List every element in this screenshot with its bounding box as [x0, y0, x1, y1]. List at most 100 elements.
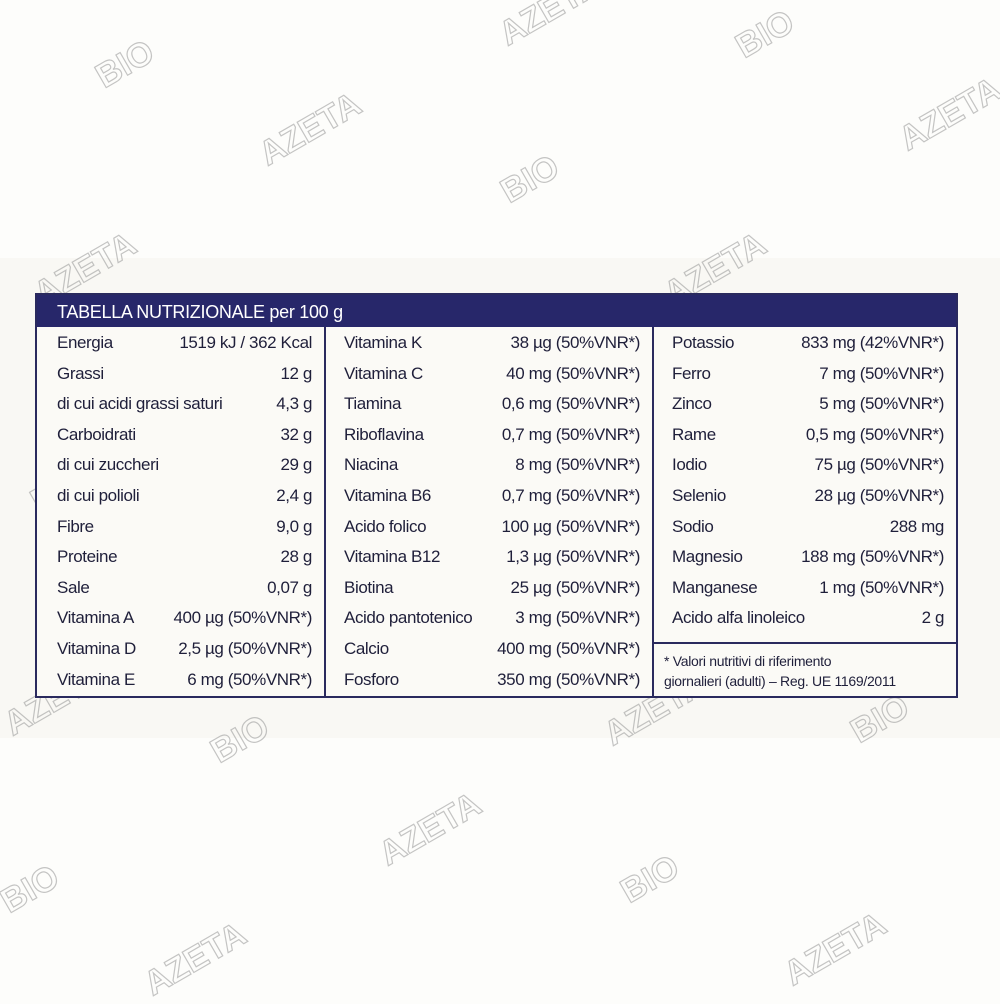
nutrient-row: Vitamina E 6 mg (50%VNR*): [57, 665, 312, 695]
nutrient-name: di cui polioli: [57, 486, 140, 505]
nutrient-name: Niacina: [344, 455, 398, 475]
nutrient-name: Vitamina B12: [344, 547, 441, 567]
footnote: * Valori nutritivi di riferimento giorna…: [652, 642, 956, 696]
nutrient-name: Vitamina E: [57, 669, 135, 689]
nutrient-value: 0,7 mg (50%VNR*): [501, 486, 641, 505]
nutrient-row: Biotina 25 µg (50%VNR*): [344, 573, 640, 603]
nutrient-value: 8 mg (50%VNR*): [515, 455, 640, 475]
nutrient-name: Vitamina A: [57, 608, 134, 628]
nutrient-row: Riboflavina 0,7 mg (50%VNR*): [344, 420, 640, 450]
nutrient-row: di cui zuccheri 29 g: [57, 450, 312, 480]
watermark: BIO: [89, 32, 162, 96]
watermark: BIO: [494, 147, 567, 211]
column-1: Energia 1519 kJ / 362 Kcal Grassi 12 g di cu…: [37, 327, 326, 696]
nutrient-name: Energia: [57, 333, 113, 352]
watermark: AZETA: [492, 0, 608, 54]
nutrient-value: 38 µg (50%VNR*): [510, 333, 641, 352]
watermark: AZETA: [252, 84, 368, 174]
nutrient-value: 400 mg (50%VNR*): [497, 639, 640, 658]
nutrient-value: 7 mg (50%VNR*): [819, 363, 944, 383]
nutrient-row: Sale 0,07 g: [57, 573, 312, 603]
nutrient-value: 32 g: [280, 424, 313, 444]
table-header: TABELLA NUTRIZIONALE per 100 g: [37, 295, 956, 327]
nutrient-name: Potassio: [672, 333, 735, 352]
column-2: Vitamina K 38 µg (50%VNR*) Vitamina C 40 mg…: [324, 327, 654, 696]
nutrient-name: Acido alfa linoleico: [672, 608, 805, 628]
nutrient-row: Tiamina 0,6 mg (50%VNR*): [344, 389, 640, 419]
nutrient-name: Zinco: [672, 394, 712, 414]
nutrient-value: 40 mg (50%VNR*): [506, 363, 640, 383]
nutrient-row: Vitamina A 400 µg (50%VNR*): [57, 603, 312, 633]
nutrient-value: 75 µg (50%VNR*): [814, 455, 945, 475]
nutrient-name: Selenio: [672, 486, 726, 505]
nutrient-value: 6 mg (50%VNR*): [187, 669, 312, 689]
nutrient-name: Fibre: [57, 516, 94, 536]
nutrient-row: Rame 0,5 mg (50%VNR*): [672, 420, 944, 450]
nutrient-name: Magnesio: [672, 547, 743, 567]
nutrient-value: 0,07 g: [267, 577, 312, 597]
watermark: BIO: [0, 857, 66, 921]
nutrient-name: Acido folico: [344, 516, 427, 536]
nutrient-name: Riboflavina: [344, 424, 424, 444]
nutrient-name: di cui zuccheri: [57, 455, 159, 475]
nutrient-value: 9,0 g: [276, 516, 312, 536]
watermark: AZETA: [137, 914, 253, 1004]
nutrient-name: Fosforo: [344, 669, 399, 689]
nutrient-value: 188 mg (50%VNR*): [801, 547, 944, 567]
nutrient-row: Zinco 5 mg (50%VNR*): [672, 389, 944, 419]
nutrient-value: 29 g: [280, 455, 313, 475]
nutrient-name: Ferro: [672, 363, 711, 383]
nutrient-row: Niacina 8 mg (50%VNR*): [344, 450, 640, 480]
nutrient-row: Fosforo 350 mg (50%VNR*): [344, 665, 640, 695]
nutrient-value: 1519 kJ / 362 Kcal: [179, 333, 312, 352]
nutrient-value: 1,3 µg (50%VNR*): [506, 547, 640, 567]
nutrient-row: Vitamina B12 1,3 µg (50%VNR*): [344, 542, 640, 572]
nutrient-name: Sodio: [672, 516, 714, 536]
nutrient-value: 25 µg (50%VNR*): [510, 577, 641, 597]
nutrient-name: Manganese: [672, 577, 758, 597]
nutrient-row: Energia 1519 kJ / 362 Kcal: [57, 328, 312, 358]
nutrient-name: Sale: [57, 577, 90, 597]
nutrient-value: 833 mg (42%VNR*): [801, 333, 944, 352]
nutrient-value: 2 g: [921, 608, 945, 628]
nutrient-value: 400 µg (50%VNR*): [173, 608, 312, 628]
nutrient-name: Acido pantotenico: [344, 608, 473, 628]
watermark: BIO: [614, 847, 687, 911]
nutrient-value: 5 mg (50%VNR*): [819, 394, 944, 414]
nutrient-name: Vitamina C: [344, 363, 423, 383]
nutrient-row: Carboidrati 32 g: [57, 420, 312, 450]
nutrient-value: 28 g: [280, 547, 313, 567]
nutrient-row: Potassio 833 mg (42%VNR*): [672, 328, 944, 358]
nutrient-name: Iodio: [672, 455, 707, 475]
nutrient-row: Fibre 9,0 g: [57, 512, 312, 542]
nutrient-row: Calcio 400 mg (50%VNR*): [344, 634, 640, 664]
nutrient-name: Carboidrati: [57, 424, 136, 444]
nutrient-name: Grassi: [57, 363, 104, 383]
watermark: AZETA: [892, 69, 1000, 159]
nutrient-row: Proteine 28 g: [57, 542, 312, 572]
nutrient-row: Vitamina C 40 mg (50%VNR*): [344, 359, 640, 389]
nutrient-row: Acido pantotenico 3 mg (50%VNR*): [344, 603, 640, 633]
footnote-line-1: * Valori nutritivi di riferimento: [664, 653, 832, 669]
column-3: * Valori nutritivi di riferimento giorna…: [652, 327, 956, 696]
nutrient-row: Manganese 1 mg (50%VNR*): [672, 573, 944, 603]
nutrient-name: Tiamina: [344, 394, 402, 414]
nutrient-value: 1 mg (50%VNR*): [819, 577, 944, 597]
nutrient-row: Acido folico 100 µg (50%VNR*): [344, 512, 640, 542]
nutrient-value: 100 µg (50%VNR*): [501, 516, 640, 536]
nutrient-value: 4,3 g: [276, 394, 312, 414]
nutrient-row: Iodio 75 µg (50%VNR*): [672, 450, 944, 480]
nutrient-row: Sodio 288 mg: [672, 512, 944, 542]
nutrient-row: Ferro 7 mg (50%VNR*): [672, 359, 944, 389]
watermark: AZETA: [372, 784, 488, 874]
nutrient-row: Grassi 12 g: [57, 359, 312, 389]
nutrient-name: Vitamina K: [344, 333, 422, 352]
nutrient-value: 3 mg (50%VNR*): [515, 608, 640, 628]
nutrient-value: 0,7 mg (50%VNR*): [501, 424, 641, 444]
nutrient-value: 350 mg (50%VNR*): [497, 669, 640, 689]
nutrient-row: Vitamina K 38 µg (50%VNR*): [344, 328, 640, 358]
nutrient-name: Biotina: [344, 577, 394, 597]
nutrient-value: 0,5 mg (50%VNR*): [805, 424, 945, 444]
nutrient-row: Magnesio 188 mg (50%VNR*): [672, 542, 944, 572]
nutrient-name: Calcio: [344, 639, 389, 658]
